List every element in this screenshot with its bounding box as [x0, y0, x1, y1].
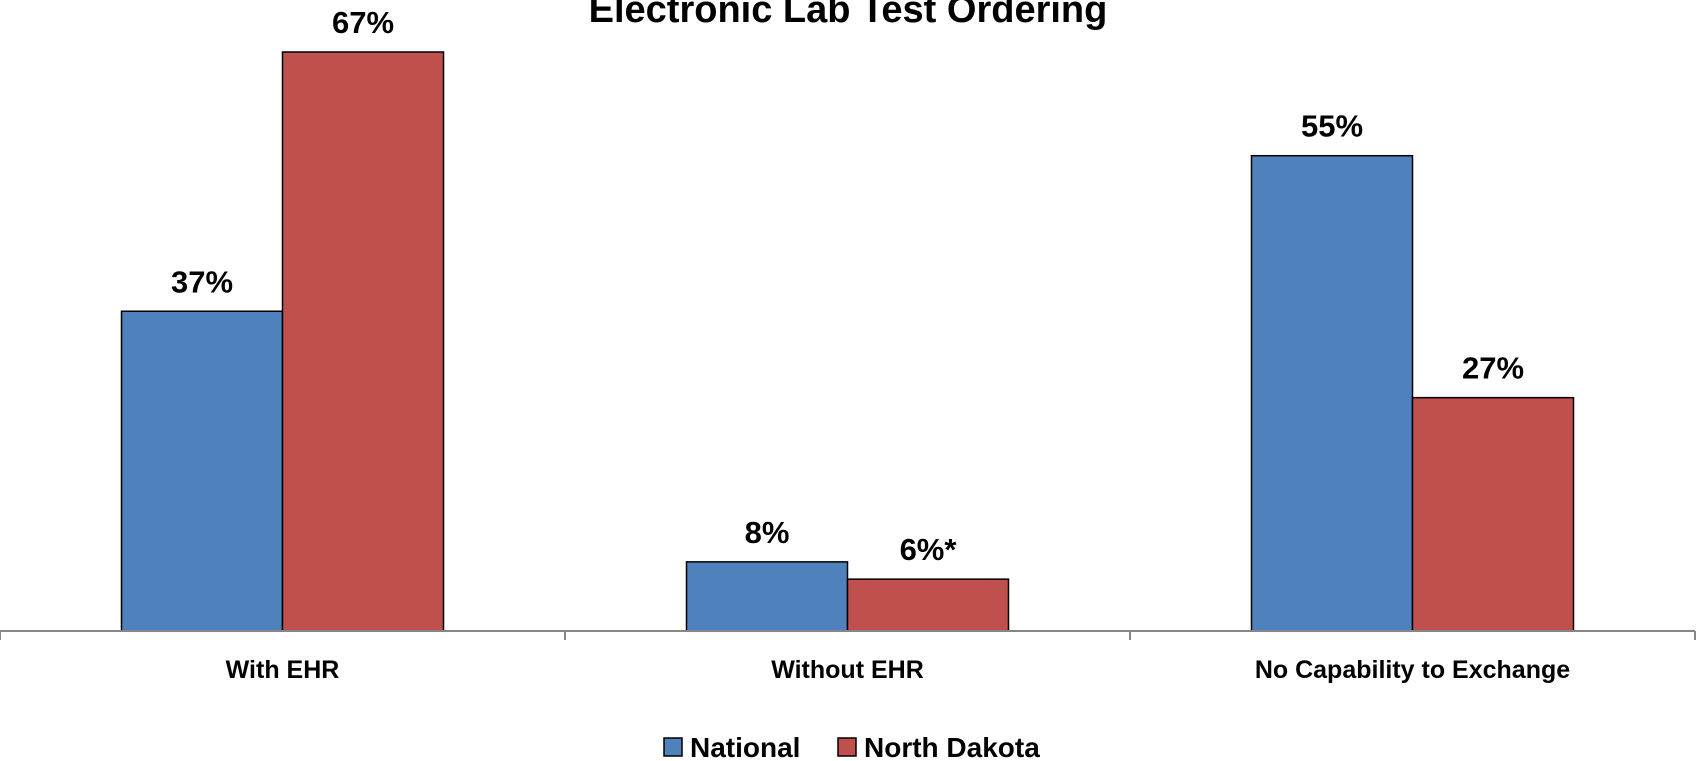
category-label: With EHR: [226, 656, 340, 684]
legend: National North Dakota: [663, 732, 1040, 761]
chart-title: Electronic Lab Test Ordering: [589, 0, 1108, 31]
category-label: No Capability to Exchange: [1255, 656, 1570, 684]
bar-national-2: [685, 561, 849, 632]
data-label: 6%*: [900, 532, 958, 567]
legend-label: National: [690, 732, 800, 761]
legend-swatch-north-dakota: [837, 737, 857, 757]
bar-north-dakota-3: [1411, 396, 1575, 632]
x-axis: With EHR Without EHR No Capability to Exch…: [0, 630, 1696, 684]
data-label: 55%: [1301, 109, 1363, 144]
bar-area: 37% 67% 8% 6%* 55% 27%: [120, 5, 1575, 632]
bar-north-dakota-1: [281, 51, 445, 632]
bar-national-1: [120, 310, 284, 632]
bar-north-dakota-2: [846, 578, 1010, 632]
category-label: Without EHR: [771, 656, 924, 684]
legend-label: North Dakota: [864, 732, 1040, 761]
data-label: 67%: [332, 5, 394, 40]
legend-swatch-national: [663, 737, 683, 757]
data-label: 37%: [171, 264, 233, 299]
bar-national-3: [1250, 154, 1414, 632]
data-label: 27%: [1462, 351, 1524, 386]
data-label: 8%: [745, 515, 790, 550]
